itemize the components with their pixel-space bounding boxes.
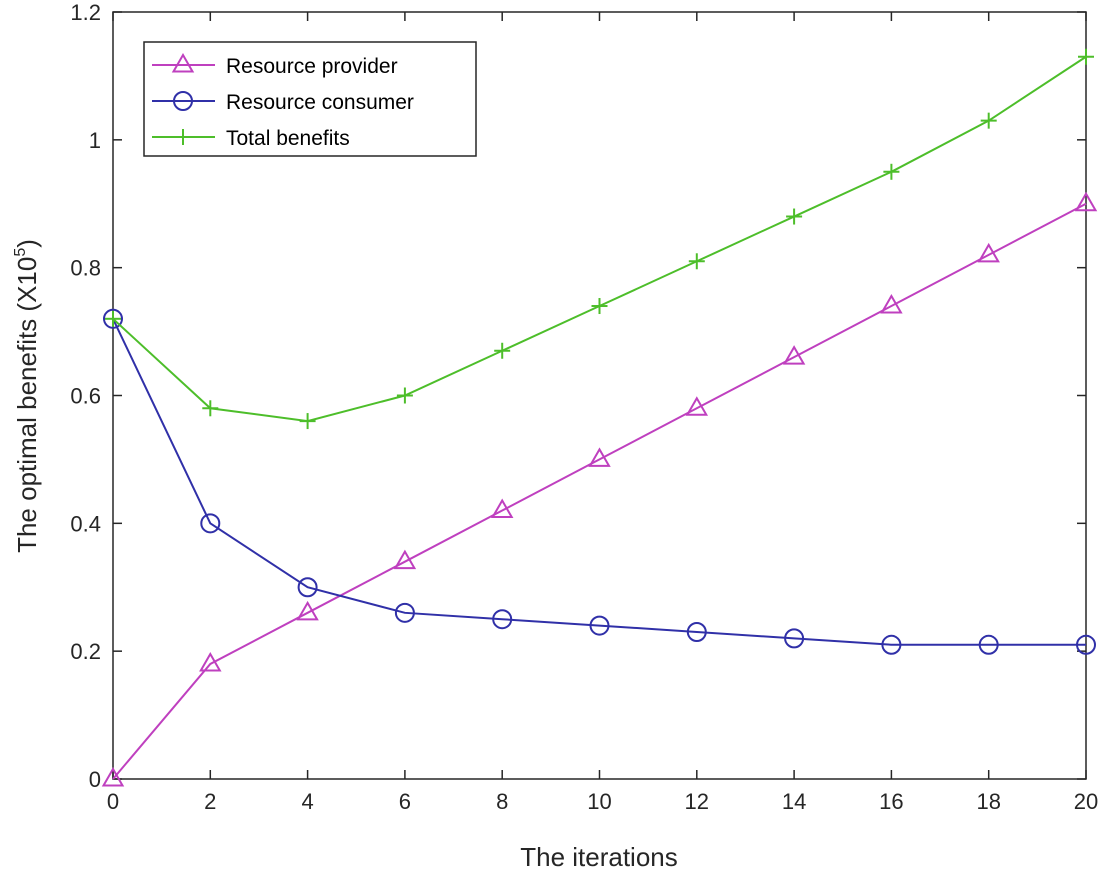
x-tick-label: 20 [1074,789,1098,814]
data-point [393,549,417,570]
data-point [589,615,610,636]
data-point [494,342,511,359]
y-axis-title-superscript: 5 [12,248,29,257]
legend-entry: Total benefits [152,127,350,150]
data-point [490,498,514,519]
y-tick-label: 0 [89,767,101,792]
data-point [978,634,999,655]
legend-marker [173,91,193,111]
y-tick-label: 1.2 [70,0,101,25]
data-point [299,413,316,430]
data-point [103,308,123,329]
y-axis-title-main: The optimal benefits (X10 [12,257,42,553]
data-point [396,387,413,404]
x-tick-label: 14 [782,789,806,814]
legend-label: Resource consumer [226,91,414,114]
data-point [686,621,707,642]
data-point [980,112,997,129]
y-tick-label: 0.2 [70,639,101,664]
x-tick-label: 16 [879,789,903,814]
legend-entry: Resource consumer [152,91,414,114]
data-point [688,253,705,270]
series-resource-consumer [103,308,1096,655]
legend-marker [175,129,191,145]
y-axis-title: The optimal benefits (X105) [12,239,42,553]
x-tick-label: 12 [685,789,709,814]
data-point [492,609,513,630]
legend-marker [171,52,195,73]
data-point [296,600,319,621]
x-tick-label: 10 [587,789,611,814]
series-layer [101,48,1098,787]
x-tick-label: 0 [107,789,119,814]
data-point [1074,191,1098,212]
data-point [202,400,219,417]
data-point [297,577,318,598]
legend-label: Resource provider [226,55,398,78]
axis-ticks: 0 2 4 6 8 10 12 14 16 18 20 0 0.2 0.4 0.6 0.8 1 1.2 [70,0,1098,814]
legend: Resource provider Resource consumer Total … [143,41,477,157]
data-point [394,602,415,623]
series-total-benefits [105,48,1094,430]
x-tick-label: 4 [301,789,313,814]
data-point [588,447,611,467]
legend-label: Total benefits [226,127,350,150]
data-point [782,345,806,365]
y-tick-label: 0.4 [70,511,101,536]
data-point [883,163,900,180]
y-axis-title-close: ) [12,239,42,248]
data-point [101,766,125,787]
data-point [786,208,803,225]
data-point [881,634,902,655]
data-point [784,628,805,649]
x-tick-label: 6 [399,789,411,814]
legend-entry: Resource provider [152,52,398,78]
x-tick-label: 2 [204,789,216,814]
y-tick-label: 0.8 [70,256,101,281]
data-point [200,513,221,534]
series-resource-provider [101,191,1098,787]
y-tick-label: 1 [89,128,101,153]
x-axis-title: The iterations [520,842,678,872]
data-point [591,298,608,315]
x-tick-label: 8 [496,789,508,814]
data-point [977,242,1000,263]
series-line [112,318,1086,646]
x-tick-label: 18 [976,789,1000,814]
data-point [685,396,709,416]
data-point [880,294,903,314]
y-tick-label: 0.6 [70,384,101,409]
data-point [199,651,222,672]
data-point [105,310,121,327]
data-point [1078,48,1094,65]
data-point [1076,634,1096,655]
series-line [112,202,1087,780]
